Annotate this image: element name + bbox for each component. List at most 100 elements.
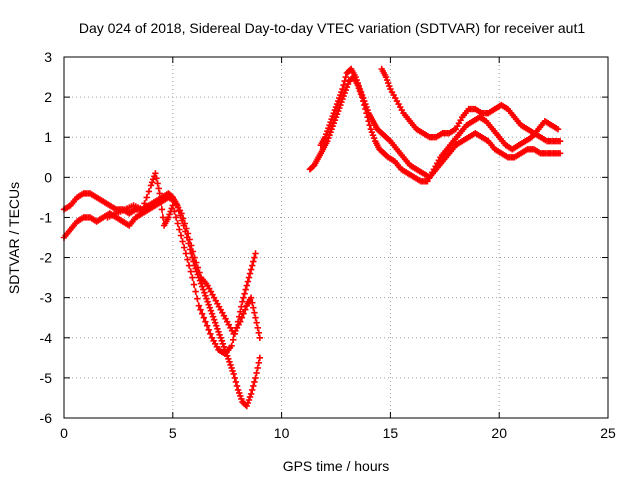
data-point	[188, 242, 195, 249]
data-point	[220, 343, 228, 350]
data-point	[189, 274, 196, 281]
data-point	[237, 392, 244, 400]
data-point	[341, 89, 348, 97]
data-point	[185, 262, 193, 269]
x-tick-label: 25	[600, 425, 616, 441]
data-point	[247, 294, 255, 301]
data-point	[169, 202, 176, 209]
data-point	[155, 185, 162, 192]
data-point	[206, 304, 213, 311]
data-point	[143, 194, 150, 201]
data-point	[247, 390, 255, 398]
data-point	[177, 232, 185, 239]
data-point	[178, 210, 185, 217]
data-point	[326, 122, 333, 129]
data-point	[366, 122, 373, 129]
data-point	[203, 322, 211, 329]
data-point	[327, 129, 334, 136]
data-point	[197, 306, 204, 313]
data-point	[238, 303, 245, 310]
data-point	[232, 378, 240, 386]
plot-area	[63, 56, 609, 419]
data-point	[192, 288, 199, 295]
data-point	[354, 79, 361, 87]
data-point	[335, 107, 342, 115]
data-point	[194, 295, 201, 302]
data-point	[337, 91, 344, 99]
data-point	[356, 85, 364, 93]
data-point	[184, 256, 191, 263]
data-point	[338, 88, 345, 96]
y-tick-label: -6	[40, 410, 53, 426]
data-point	[556, 138, 564, 145]
data-point	[179, 215, 187, 222]
data-point	[238, 395, 245, 403]
data-point	[342, 73, 349, 81]
data-point	[228, 342, 235, 349]
data-point	[250, 304, 257, 311]
data-point	[335, 97, 342, 105]
data-point	[171, 208, 178, 215]
data-point	[158, 206, 166, 213]
data-point	[190, 281, 198, 288]
series-satellite-track-6	[378, 65, 564, 145]
data-point	[240, 294, 247, 301]
data-point	[246, 393, 254, 401]
data-point	[362, 100, 369, 108]
data-point	[230, 370, 237, 378]
axis-ticks: 0 5 10 15 20 25 -6 -5 -4 -3 -2 -1 0 1 2 3	[40, 49, 616, 441]
data-point	[231, 374, 238, 382]
data-point	[247, 266, 255, 273]
data-point	[328, 126, 335, 133]
data-point	[358, 91, 366, 99]
data-point	[204, 298, 211, 305]
data-point	[331, 106, 339, 114]
data-point	[370, 135, 378, 142]
data-point	[255, 359, 262, 366]
data-point	[244, 399, 252, 407]
data-point	[339, 85, 346, 93]
data-point	[245, 396, 253, 404]
chart-title: Day 024 of 2018, Sidereal Day-to-day VTE…	[79, 20, 586, 36]
data-point	[254, 364, 261, 372]
data-point	[245, 274, 253, 281]
data-point	[252, 314, 259, 321]
y-tick-label: 3	[44, 49, 52, 65]
data-point	[332, 114, 340, 121]
data-point	[338, 98, 345, 106]
data-point	[217, 334, 224, 341]
data-point	[336, 94, 343, 102]
data-point	[216, 331, 223, 338]
data-point	[357, 88, 365, 96]
data-point	[342, 86, 349, 94]
data-point	[369, 132, 377, 139]
data-point	[256, 354, 263, 361]
y-tick-label: -2	[40, 250, 53, 266]
data-point	[153, 175, 160, 182]
data-point	[254, 324, 261, 331]
data-point	[215, 328, 222, 335]
y-axis-label: SDTVAR / TECUs	[6, 182, 22, 294]
data-point	[329, 123, 336, 130]
data-point	[255, 329, 262, 336]
data-point	[554, 126, 562, 133]
data-point	[252, 250, 259, 257]
y-tick-label: -4	[40, 330, 53, 346]
data-point	[325, 135, 332, 142]
data-point	[325, 125, 332, 132]
data-point	[191, 254, 198, 261]
data-point	[252, 374, 259, 382]
data-point	[189, 248, 197, 255]
data-point	[242, 286, 249, 293]
data-point	[147, 182, 155, 189]
data-point	[249, 386, 256, 394]
data-point	[208, 310, 216, 317]
data-point	[181, 244, 188, 251]
data-point	[218, 337, 225, 344]
data-point	[331, 117, 339, 124]
data-point	[344, 80, 352, 88]
x-tick-label: 5	[169, 425, 177, 441]
data-point	[352, 73, 359, 81]
data-point	[336, 104, 343, 112]
y-tick-label: 1	[44, 129, 52, 145]
